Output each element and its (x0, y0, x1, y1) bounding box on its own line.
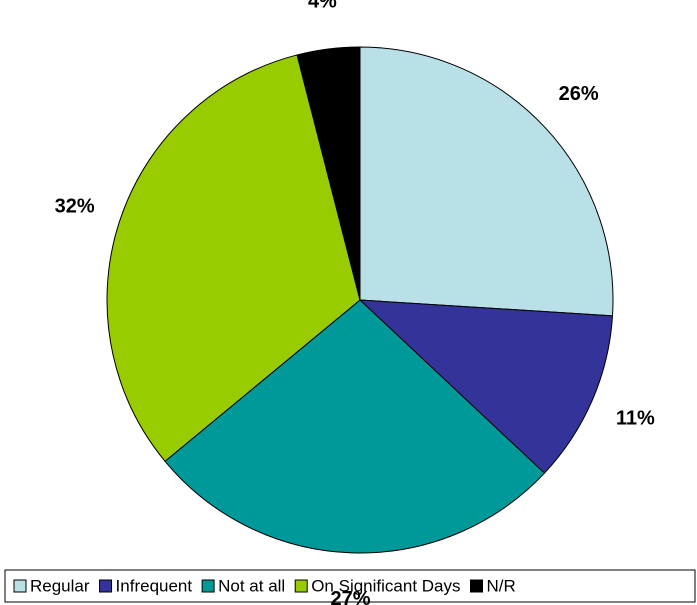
legend-box (4, 569, 696, 603)
legend-swatch (201, 579, 215, 593)
value-label: 4% (308, 0, 337, 13)
value-label: 11% (616, 407, 655, 429)
pie-slice (164, 299, 546, 554)
legend-swatch (294, 579, 308, 593)
value-label: 32% (55, 196, 95, 218)
legend-swatch (99, 579, 113, 593)
legend-swatch (470, 579, 483, 593)
pie-slice (296, 46, 361, 301)
legend-label: On Significant Days (311, 576, 460, 595)
legend-label: Regular (30, 576, 90, 595)
legend-label: Not at all (218, 576, 285, 595)
pie-slice (359, 46, 614, 317)
value-label: 26% (559, 83, 599, 105)
legend-label: N/R (487, 576, 516, 595)
legend-swatch (13, 579, 27, 593)
legend-label: Infrequent (116, 576, 193, 595)
value-label: 27% (331, 588, 371, 605)
pie-slice (106, 54, 361, 462)
pie-slice (358, 299, 614, 474)
